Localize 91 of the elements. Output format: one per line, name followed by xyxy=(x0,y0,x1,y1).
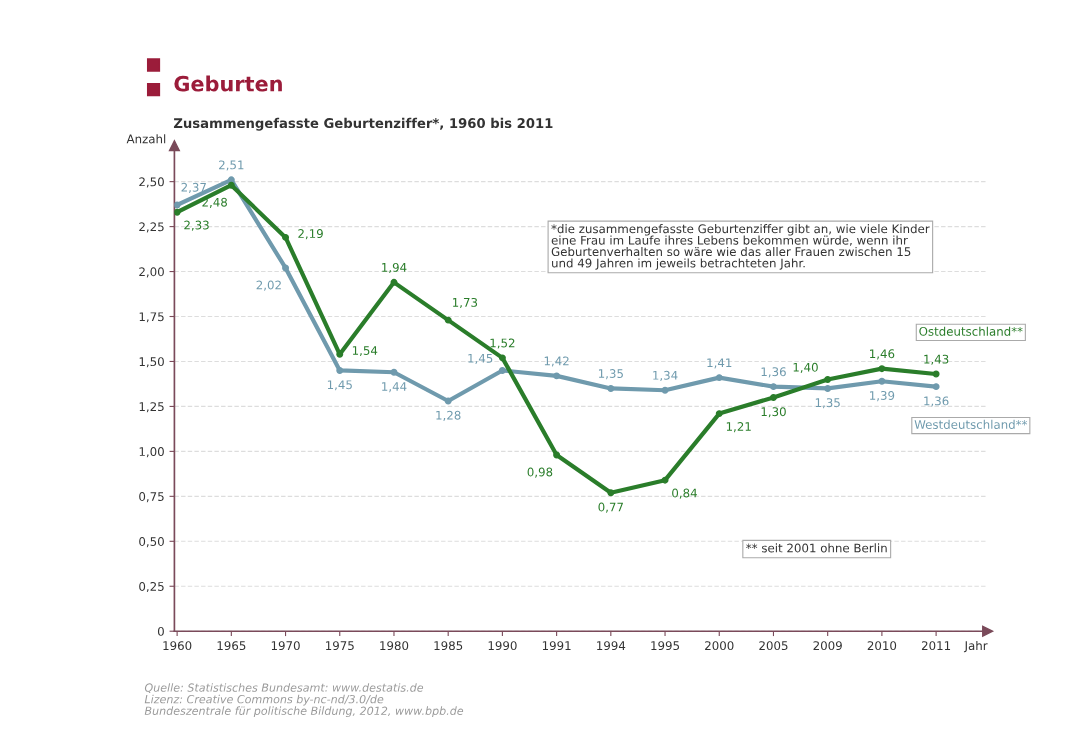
point xyxy=(769,393,777,401)
data-label: 1,28 xyxy=(436,410,461,421)
x-tick-label: 1960 xyxy=(163,641,192,651)
data-label: 1,52 xyxy=(490,338,515,349)
data-label: 2,19 xyxy=(298,229,323,240)
x-tick-label: 1965 xyxy=(217,641,246,651)
data-label: 1,41 xyxy=(707,358,732,369)
data-label: 1,45 xyxy=(468,354,493,364)
data-label: 1,54 xyxy=(352,346,378,357)
y-tick-label: 0,50 xyxy=(139,537,164,548)
point xyxy=(553,372,561,380)
data-label: 1,36 xyxy=(761,367,786,378)
point xyxy=(282,233,290,241)
point xyxy=(174,208,181,216)
data-label: 2,37 xyxy=(181,182,206,193)
chart-title: Geburten xyxy=(174,75,282,92)
y-tick-label: 1,75 xyxy=(139,312,164,323)
point xyxy=(390,368,398,376)
y-axis-title: Anzahl xyxy=(126,134,166,144)
x-tick-label: 1980 xyxy=(380,641,409,651)
point xyxy=(498,366,506,374)
data-label: 1,36 xyxy=(924,396,949,407)
point xyxy=(932,370,940,378)
data-label: 1,46 xyxy=(870,349,895,360)
y-tick-label: 2,50 xyxy=(139,177,164,188)
x-tick-label: 1970 xyxy=(271,641,300,651)
y-tick-label: 0 xyxy=(157,626,164,636)
data-label: 1,42 xyxy=(544,356,569,367)
point xyxy=(607,489,615,497)
point xyxy=(661,476,669,484)
point xyxy=(878,377,886,385)
y-tick-label: 1,00 xyxy=(139,447,164,458)
point xyxy=(661,386,669,394)
annotation: ** seit 2001 ohne Berlin xyxy=(746,543,887,553)
data-label: 1,35 xyxy=(815,398,840,409)
text: Ostdeutschland** xyxy=(919,326,1023,336)
x-tick-label: 2010 xyxy=(867,641,897,651)
data-label: 0,98 xyxy=(527,467,553,478)
data-label: 0,84 xyxy=(672,488,697,499)
data-label: 1,35 xyxy=(598,369,623,380)
x-tick-label: 1985 xyxy=(434,641,463,651)
data-label: 1,43 xyxy=(924,354,949,365)
point xyxy=(607,384,615,392)
x-tick-label: 2011 xyxy=(921,641,951,651)
point xyxy=(444,316,452,324)
point xyxy=(553,451,561,459)
point xyxy=(715,410,723,418)
y-tick-label: 2,25 xyxy=(139,222,164,233)
y-tick-label: 1,25 xyxy=(139,402,164,413)
x-tick-label: 2000 xyxy=(705,641,734,651)
data-label: 2,33 xyxy=(184,220,209,231)
data-label: 1,94 xyxy=(382,262,407,274)
text: Westdeutschland** xyxy=(914,419,1028,429)
x-tick-label: 2009 xyxy=(813,641,842,651)
data-label: 2,02 xyxy=(256,280,281,291)
annotation: *die zusammengefasste Geburtenziffer gibt an, wie viele Kinder eine Frau im Laufe ihres Lebens bekommen würde, wenn ihr Geburtenverhalten so wäre wie das aller Frauen zwischen 15 und 49 Jahren im jeweils betrachteten Jahr. xyxy=(551,224,930,270)
data-label: 1,73 xyxy=(453,297,478,309)
y-tick-label: 0,25 xyxy=(139,581,164,593)
data-label: 1,21 xyxy=(726,422,751,433)
x-tick-label: 2005 xyxy=(759,641,788,651)
data-label: 1,34 xyxy=(653,370,678,381)
point xyxy=(878,365,886,373)
point xyxy=(390,278,398,286)
data-label: 1,39 xyxy=(870,391,895,402)
data-label: 1,40 xyxy=(793,362,818,373)
point xyxy=(336,366,344,374)
point xyxy=(824,384,832,392)
point xyxy=(498,354,506,362)
x-tick-label: 1994 xyxy=(597,641,626,651)
point xyxy=(932,383,940,391)
x-axis-title: Jahr xyxy=(963,640,988,653)
data-label: 2,51 xyxy=(219,160,244,171)
data-label: 1,44 xyxy=(382,382,407,393)
point xyxy=(444,397,452,405)
x-tick-label: 1995 xyxy=(651,641,680,651)
chart-subtitle: Zusammengefasste Geburtenziffer*, 1960 bis 2011 xyxy=(173,117,553,131)
point xyxy=(715,374,723,382)
x-tick-label: 1990 xyxy=(488,641,517,651)
data-label: 0,77 xyxy=(598,502,623,513)
point xyxy=(282,264,290,272)
y-tick-label: 1,50 xyxy=(139,357,164,368)
data-label: 1,45 xyxy=(327,380,352,391)
point xyxy=(769,383,777,391)
point xyxy=(824,375,832,383)
x-tick-label: 1975 xyxy=(326,641,354,651)
y-tick-label: 0,75 xyxy=(139,492,164,503)
x-tick-label: 1991 xyxy=(542,641,571,651)
point xyxy=(227,181,235,189)
data-label: 1,30 xyxy=(761,407,786,418)
source-note: Quelle: Statistisches Bundesamt: www.destatis.de Lizenz: Creative Commons by-nc-nd/3.0/de Bundeszentrale für politische Bildung, 2012, www.bpb.de xyxy=(144,683,464,718)
y-tick-label: 2,00 xyxy=(139,267,164,278)
